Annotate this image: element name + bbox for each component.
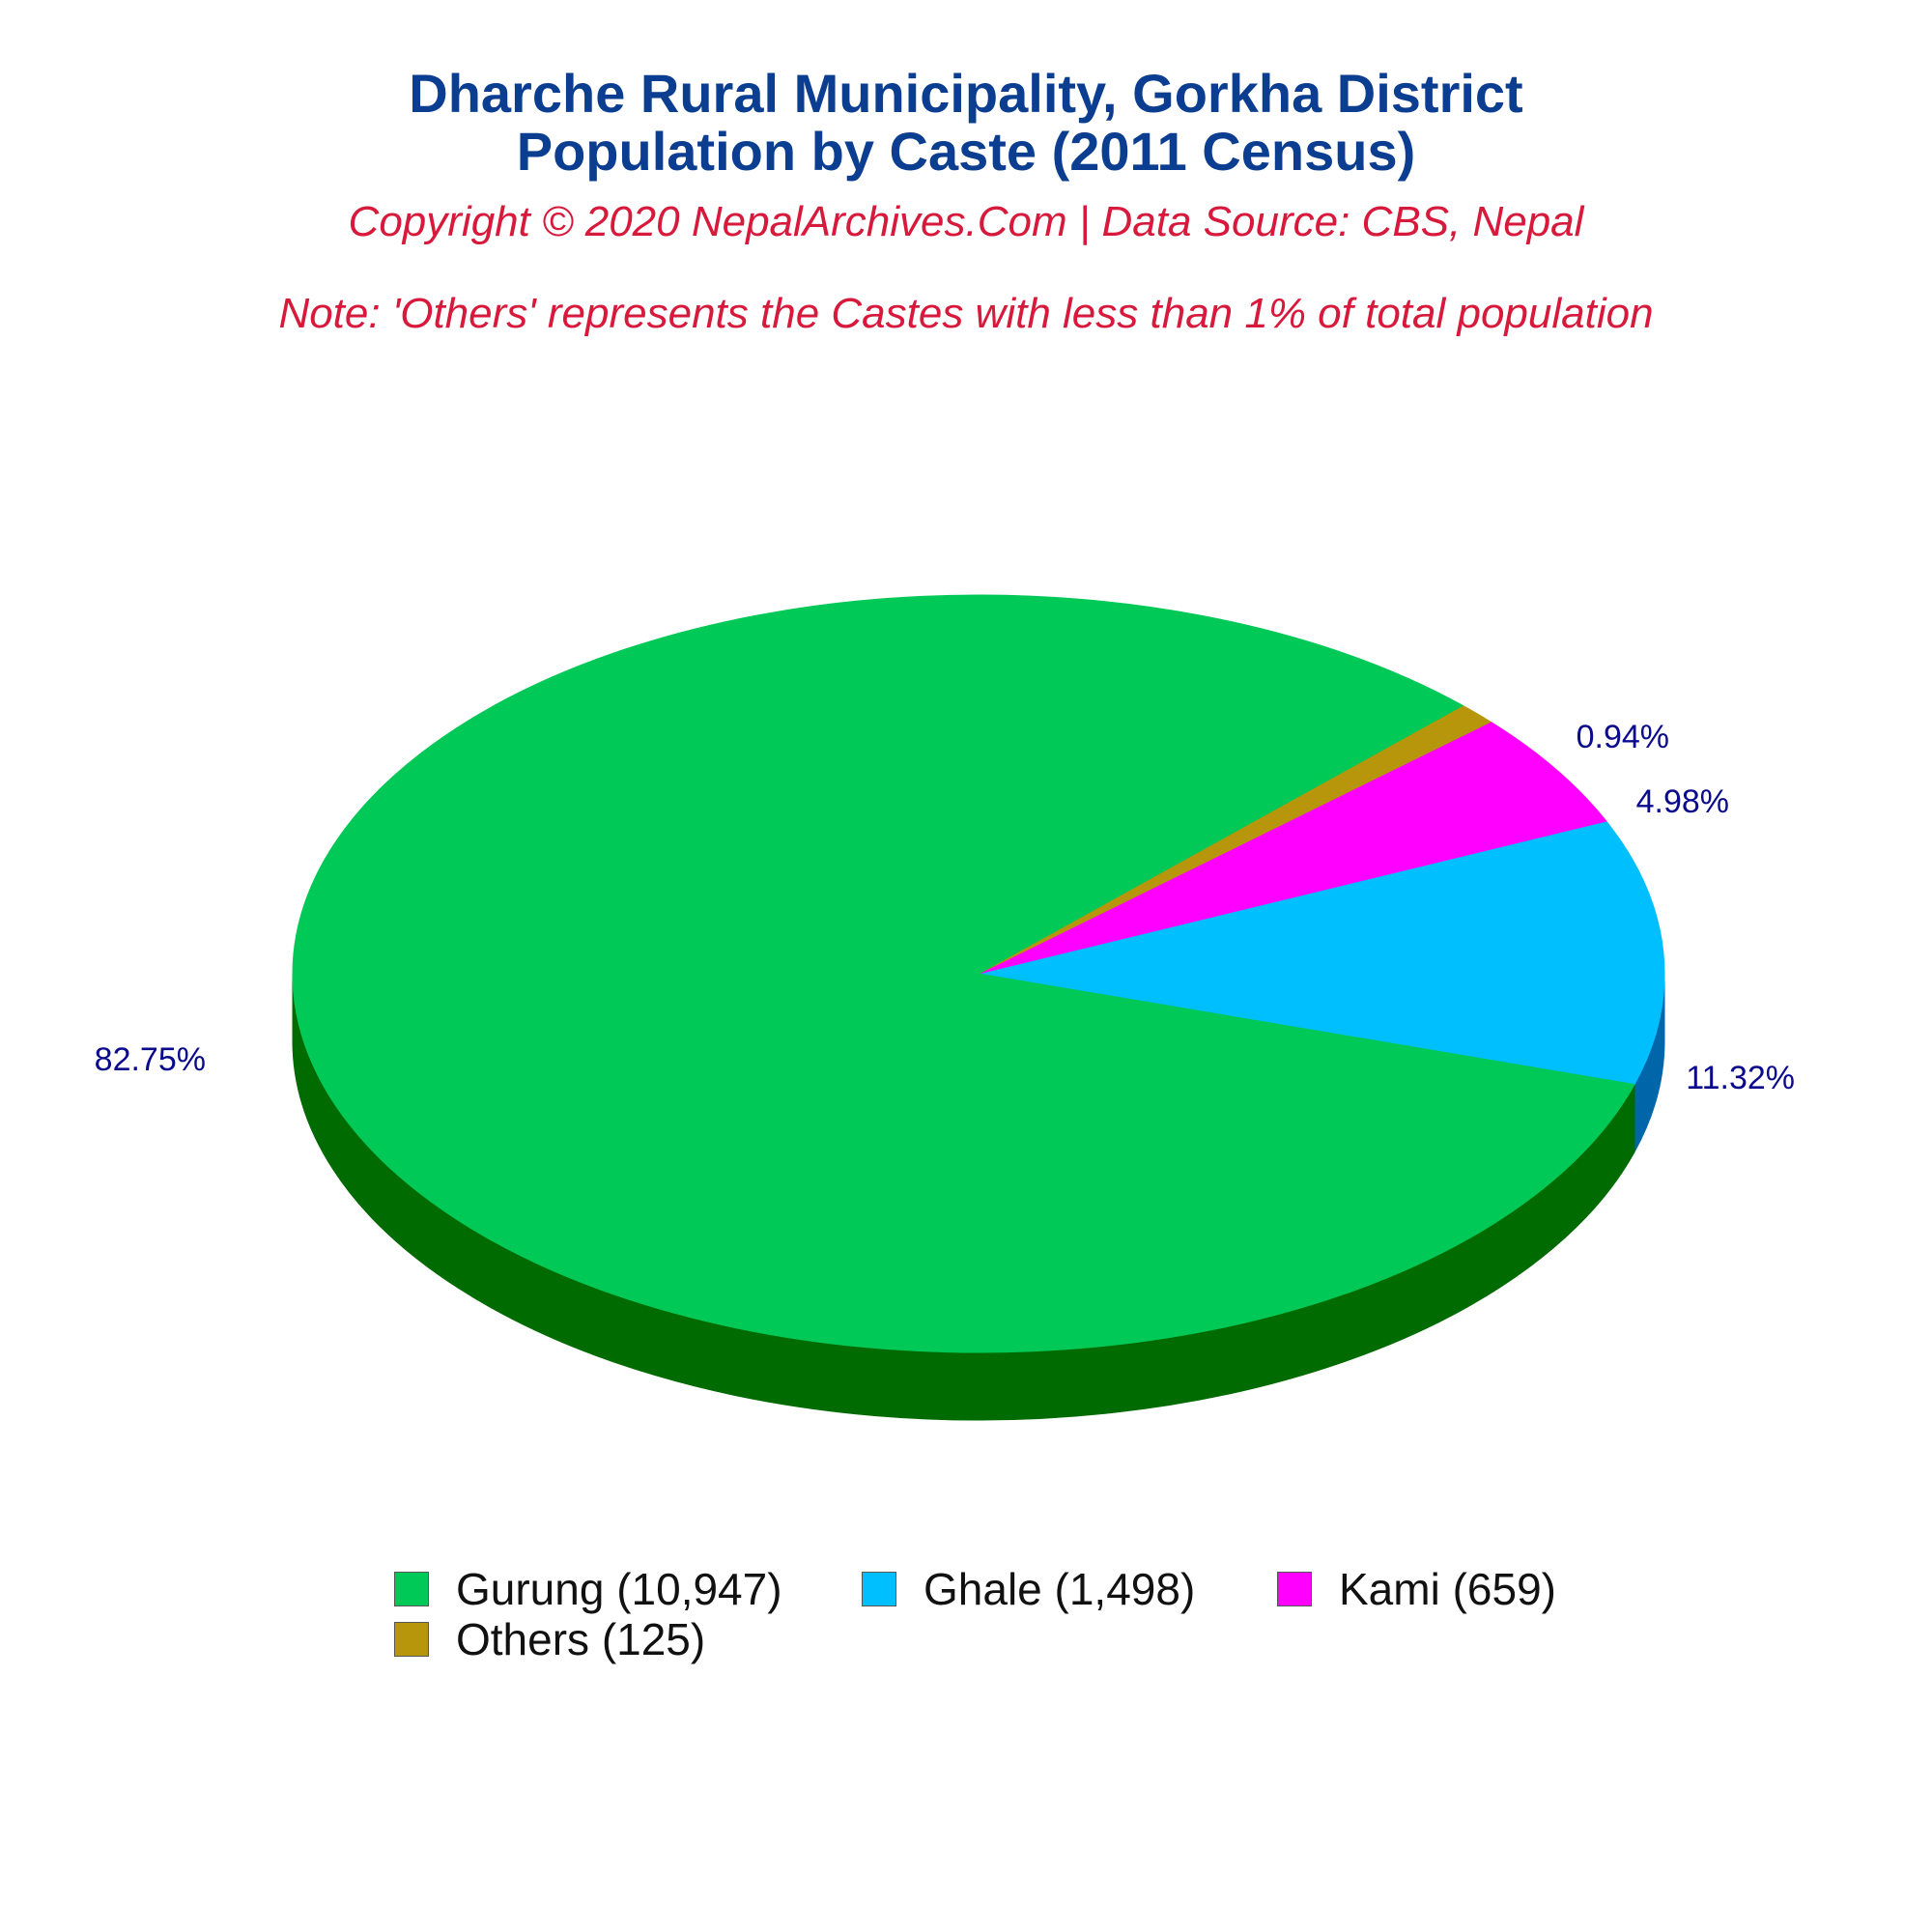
chart-title-line2: Population by Caste (2011 Census) xyxy=(516,121,1416,182)
pie-slice-kami xyxy=(978,721,1607,975)
pct-label-gurung: 82.75% xyxy=(95,1041,206,1078)
pct-label-kami: 4.98% xyxy=(1636,783,1729,820)
copyright-text: Copyright © 2020 NepalArchives.Com | Dat… xyxy=(348,198,1584,245)
legend-item-gurung: Gurung (10,947) xyxy=(394,1563,782,1615)
chart-title-line1: Dharche Rural Municipality, Gorkha Distr… xyxy=(409,63,1523,124)
legend-swatch-others xyxy=(394,1622,429,1657)
pie-slice-gurung xyxy=(292,594,1635,1353)
legend-label-kami: Kami (659) xyxy=(1339,1564,1556,1614)
legend-swatch-ghale xyxy=(862,1572,896,1606)
legend-label-gurung: Gurung (10,947) xyxy=(456,1564,782,1614)
legend-item-ghale: Ghale (1,498) xyxy=(862,1563,1195,1615)
pie-slice-ghale xyxy=(978,820,1665,1086)
legend-label-ghale: Ghale (1,498) xyxy=(923,1564,1196,1614)
legend-label-others: Others (125) xyxy=(456,1614,706,1664)
legend-item-kami: Kami (659) xyxy=(1277,1563,1556,1615)
legend-item-others: Others (125) xyxy=(394,1613,705,1665)
legend-swatch-kami xyxy=(1277,1572,1312,1606)
pct-label-others: 0.94% xyxy=(1577,719,1669,755)
pct-label-ghale: 11.32% xyxy=(1686,1060,1795,1096)
legend-swatch-gurung xyxy=(394,1572,429,1606)
note-text: Note: 'Others' represents the Castes wit… xyxy=(278,290,1654,337)
